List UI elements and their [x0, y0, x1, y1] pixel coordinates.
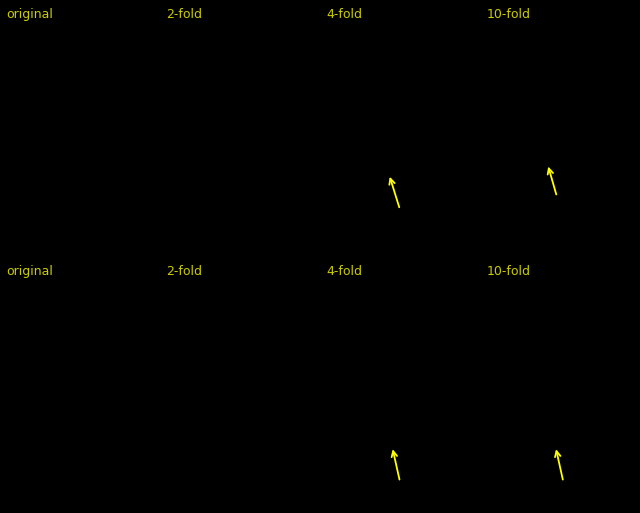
Text: original: original — [6, 8, 53, 21]
Text: original: original — [6, 265, 53, 278]
Text: 4-fold: 4-fold — [326, 265, 363, 278]
Text: 10-fold: 10-fold — [487, 8, 531, 21]
Text: 2-fold: 2-fold — [166, 8, 202, 21]
Text: 4-fold: 4-fold — [326, 8, 363, 21]
Text: 10-fold: 10-fold — [487, 265, 531, 278]
Text: 2-fold: 2-fold — [166, 265, 202, 278]
